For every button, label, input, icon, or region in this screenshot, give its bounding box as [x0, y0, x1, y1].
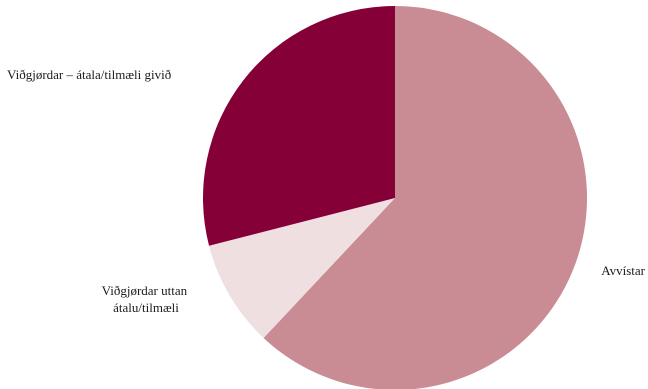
pie-labels: Avvístar Viðgjørdar uttan átalu/tilmæli …: [7, 67, 646, 315]
slice-label-avvistar: Avvístar: [601, 263, 645, 278]
slice-label-uttan-atalu: Viðgjørdar uttan átalu/tilmæli: [102, 283, 191, 315]
pie-slices: [202, 6, 587, 389]
pie-slice-0: [263, 6, 587, 389]
pie-slice-1: [209, 198, 395, 338]
pie-slice-2: [202, 6, 395, 246]
slice-label-atala-givid: Viðgjørdar – átala/tilmæli givið: [7, 67, 171, 82]
